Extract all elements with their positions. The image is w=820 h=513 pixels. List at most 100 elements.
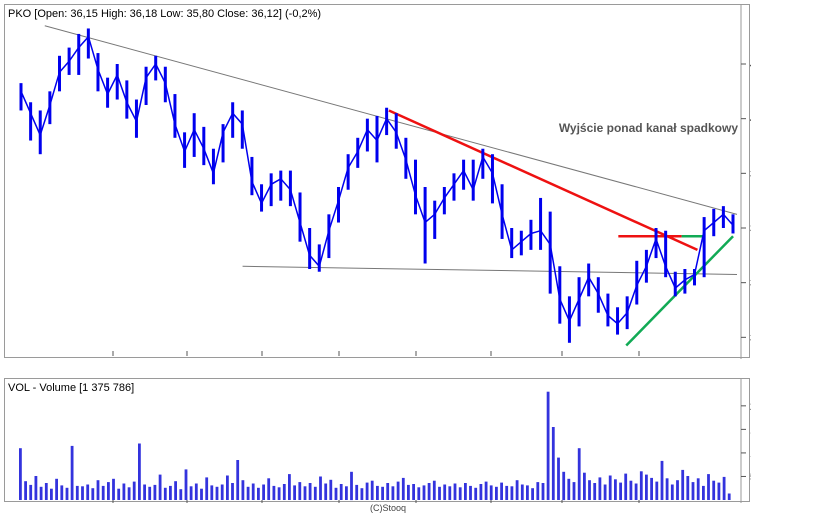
volume-bar (520, 484, 524, 500)
volume-bar (577, 448, 581, 500)
volume-chart: 5 000 000 10 000 000 15 000 000 20 000 000 (19, 379, 751, 503)
volume-bar (184, 469, 188, 500)
volume-bar (665, 478, 669, 500)
volume-bar (226, 475, 229, 500)
volume-bar (34, 476, 38, 500)
volume-bar (629, 480, 633, 500)
volume-bar (339, 484, 343, 500)
volume-bar (360, 488, 364, 500)
volume-bar (645, 474, 648, 500)
volume-bar (598, 477, 602, 500)
volume-bar (91, 488, 95, 500)
volume-bar (127, 487, 131, 500)
price-chart: 32,0034,0036,0038,0040,0042,002014-03-18… (19, 5, 751, 359)
volume-bar (614, 479, 617, 500)
volume-header: VOL - Volume [1 375 786] (8, 382, 135, 394)
volume-bar (117, 488, 121, 500)
volume-bar (60, 485, 64, 500)
price-header: PKO [Open: 36,15 High: 36,18 Low: 35,80 … (8, 8, 322, 20)
volume-bar (44, 483, 48, 500)
volume-bar (39, 486, 43, 500)
volume-bar (153, 484, 157, 500)
volume-bar (634, 483, 638, 500)
volume-bar (541, 483, 545, 500)
volume-bar (189, 486, 193, 500)
volume-bar (112, 478, 115, 500)
trendline-green-support (625, 235, 734, 347)
volume-bar (158, 474, 162, 500)
volume-bar (396, 481, 400, 500)
volume-y-tick-label: 10 000 000 (750, 448, 751, 460)
volume-bar (86, 484, 90, 500)
volume-y-tick-label: 20 000 000 (750, 401, 751, 413)
volume-bar (277, 487, 281, 500)
volume-bar (246, 486, 250, 500)
volume-bar (303, 486, 307, 500)
volume-bar (650, 477, 653, 500)
volume-bar (370, 480, 374, 500)
volume-bar (417, 487, 421, 500)
volume-bar (489, 485, 493, 500)
volume-bar (179, 489, 183, 500)
volume-bar (500, 482, 503, 500)
volume-bar (660, 460, 664, 500)
volume-bar (293, 485, 296, 500)
volume-bar (143, 484, 146, 500)
volume-bar (588, 480, 591, 500)
volume-bar (65, 487, 69, 500)
volume-bar (272, 485, 276, 500)
volume-bar (422, 485, 426, 500)
annotation-text: Wyjście ponad kanał spadkowy (559, 121, 739, 135)
volume-bar (329, 479, 333, 500)
price-y-tick-label: 32,00 (750, 332, 751, 344)
volume-bar (365, 482, 369, 500)
volume-panel: 5 000 00010 000 00015 000 00020 000 000 … (4, 378, 751, 503)
volume-bar (624, 473, 628, 500)
volume-bar (639, 471, 643, 500)
volume-bar (474, 487, 478, 500)
volume-bar (257, 487, 260, 500)
volume-bar (75, 485, 79, 500)
price-y-tick-label: 40,00 (750, 114, 751, 126)
trendline-channel-top (44, 25, 738, 215)
volume-bar (251, 483, 255, 500)
volume-bar (546, 391, 550, 500)
volume-bar (205, 477, 209, 500)
volume-bar (526, 485, 529, 500)
volume-bar (603, 484, 607, 500)
price-y-tick-label: 36,00 (750, 223, 751, 235)
volume-bar (308, 483, 312, 500)
credit: (C)Stooq (370, 503, 407, 513)
price-panel: 32,0034,0036,0038,0040,0042,002014-03-18… (4, 4, 751, 359)
volume-bar (231, 483, 234, 500)
price-close-line (20, 35, 734, 325)
volume-bar (427, 483, 431, 500)
volume-bar (381, 486, 384, 500)
volume-bar (448, 486, 452, 500)
volume-bar (298, 482, 302, 500)
volume-bar (572, 482, 576, 500)
volume-bar (215, 486, 219, 500)
volume-y-tick-label: 5 000 000 (750, 471, 751, 483)
volume-bar (691, 482, 695, 500)
volume-bar (19, 448, 22, 500)
volume-bar (391, 486, 395, 500)
volume-bar (122, 483, 126, 500)
volume-bar (712, 480, 716, 500)
volume-bar (334, 487, 338, 500)
volume-bar (593, 483, 597, 500)
price-series (19, 28, 735, 343)
volume-bar (101, 485, 105, 500)
volume-bar (324, 483, 328, 500)
volume-bar (696, 478, 700, 500)
volume-bar (29, 484, 33, 500)
volume-bar (24, 481, 27, 500)
volume-bar (583, 472, 586, 500)
volume-bar (707, 474, 710, 500)
volume-bar (676, 480, 679, 500)
volume-bar (319, 476, 322, 500)
volume-bar (619, 482, 622, 500)
volume-bar (515, 480, 519, 500)
volume-bar (432, 480, 436, 500)
volume-bar (484, 481, 488, 500)
